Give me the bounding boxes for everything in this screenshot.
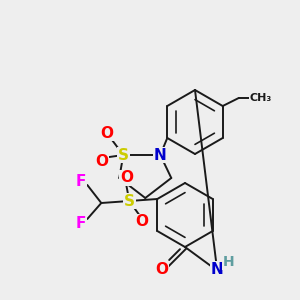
Text: S: S [124, 194, 135, 208]
Text: O: O [120, 170, 133, 185]
Text: F: F [76, 173, 86, 188]
Text: H: H [223, 255, 235, 269]
Text: O: O [135, 214, 148, 230]
Text: N: N [211, 262, 224, 277]
Text: O: O [100, 125, 113, 140]
Text: CH₃: CH₃ [250, 93, 272, 103]
Text: S: S [118, 148, 129, 163]
Text: O: O [95, 154, 108, 169]
Text: F: F [76, 215, 86, 230]
Text: N: N [154, 148, 167, 163]
Text: O: O [155, 262, 169, 278]
